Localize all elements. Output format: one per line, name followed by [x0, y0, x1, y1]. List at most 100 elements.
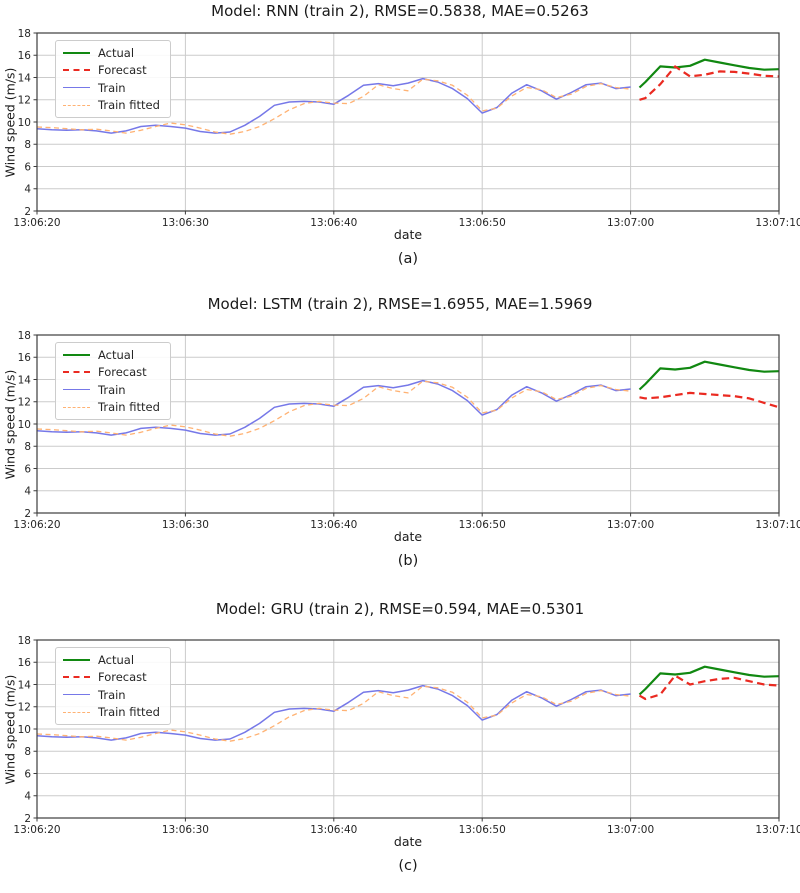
y-tick-label: 12: [18, 397, 31, 409]
plot-frame: [36, 334, 780, 514]
legend-line-sample: [63, 353, 90, 356]
legend-item-actual: Actual: [63, 652, 160, 668]
series-actual: [638, 58, 780, 89]
x-tick-label: 13:06:30: [162, 824, 209, 836]
legend-box-gru: Actual Forecast Train Train fitted: [55, 647, 171, 725]
subplot-label-b: (b): [397, 553, 419, 569]
legend-line-sample: [63, 104, 90, 106]
y-tick-label: 12: [18, 95, 31, 107]
legend-label: Forecast: [98, 365, 147, 380]
y-tick-label: 2: [24, 206, 31, 218]
x-tick-label: 13:06:20: [13, 824, 60, 836]
legend-line-sample: [63, 69, 90, 72]
y-tick-label: 4: [24, 184, 31, 196]
plot-frame: [36, 32, 780, 212]
x-tick-label: 13:07:10: [755, 824, 800, 836]
chart-title-rnn: Model: RNN (train 2), RMSE=0.5838, MAE=0…: [211, 2, 589, 20]
plot-area-2: 2 4 6 8 10 12 14 16 18 13:06:20 13:06:30 13:06:40 13…: [13, 635, 800, 836]
legend-label: Train fitted: [98, 98, 160, 113]
legend-label: Train fitted: [98, 400, 160, 415]
x-tick-label: 13:06:20: [13, 217, 60, 229]
legend-label: Forecast: [98, 63, 147, 78]
subplot-label-a: (a): [397, 251, 419, 267]
legend-item-train-fitted: Train fitted: [63, 705, 160, 721]
legend-item-forecast: Forecast: [63, 670, 160, 686]
legend-item-actual: Actual: [63, 347, 160, 363]
plot-frame: [36, 639, 780, 819]
y-tick-label: 16: [18, 352, 32, 364]
legend-label: Train: [98, 687, 126, 702]
x-axis-label-lstm: date: [393, 529, 423, 544]
x-axis-label-rnn: date: [393, 227, 423, 242]
legend-item-forecast: Forecast: [63, 365, 160, 381]
legend-line-sample: [63, 658, 90, 661]
series-actual: [638, 360, 780, 391]
plot-area-1: 2 4 6 8 10 12 14 16 18 13:06:20 13:06:30 13:06:40 13…: [13, 330, 800, 531]
legend-line-sample: [63, 406, 90, 408]
series-train: [36, 379, 631, 436]
legend-box-lstm: Actual Forecast Train Train fitted: [55, 342, 171, 420]
x-tick-label: 13:06:50: [459, 217, 506, 229]
y-tick-label: 18: [18, 28, 31, 40]
x-tick-label: 13:07:00: [607, 217, 654, 229]
series-train-fitted: [36, 380, 631, 437]
x-tick-label: 13:06:50: [459, 824, 506, 836]
y-tick-label: 12: [18, 702, 31, 714]
x-tick-label: 13:06:20: [13, 519, 60, 531]
x-tick-label: 13:07:10: [755, 217, 800, 229]
y-tick-label: 4: [24, 486, 31, 498]
y-tick-label: 2: [24, 508, 31, 520]
legend-item-train-fitted: Train fitted: [63, 400, 160, 416]
y-tick-label: 16: [18, 50, 32, 62]
legend-line-sample: [63, 87, 90, 89]
legend-item-actual: Actual: [63, 45, 160, 61]
chart-title-lstm: Model: LSTM (train 2), RMSE=1.6955, MAE=…: [207, 295, 593, 313]
legend-item-train: Train: [63, 687, 160, 703]
y-tick-label: 8: [24, 746, 31, 758]
x-tick-label: 13:07:00: [607, 519, 654, 531]
legend-line-sample: [63, 371, 90, 374]
legend-line-sample: [63, 389, 90, 391]
y-tick-label: 8: [24, 441, 31, 453]
y-tick-label: 10: [18, 724, 31, 736]
x-tick-label: 13:06:40: [310, 824, 357, 836]
series-forecast: [639, 391, 780, 409]
y-tick-label: 16: [18, 657, 32, 669]
legend-line-sample: [63, 51, 90, 54]
y-tick-label: 10: [18, 117, 31, 129]
y-tick-label: 18: [18, 635, 31, 647]
legend-label: Forecast: [98, 670, 147, 685]
legend-label: Actual: [98, 652, 135, 667]
y-tick-label: 2: [24, 813, 31, 825]
legend-line-sample: [63, 694, 90, 696]
x-tick-label: 13:06:40: [310, 217, 357, 229]
chart-title-gru: Model: GRU (train 2), RMSE=0.594, MAE=0.…: [215, 600, 585, 618]
y-axis-label-rnn: Wind speed (m/s): [2, 67, 18, 178]
legend-line-sample: [63, 711, 90, 713]
x-axis-label-gru: date: [393, 834, 423, 849]
y-tick-label: 14: [18, 679, 32, 691]
y-tick-label: 8: [24, 139, 31, 151]
x-tick-label: 13:06:40: [310, 519, 357, 531]
x-tick-label: 13:07:10: [755, 519, 800, 531]
x-tick-label: 13:07:00: [607, 824, 654, 836]
legend-line-sample: [63, 676, 90, 679]
y-tick-label: 4: [24, 791, 31, 803]
legend-label: Actual: [98, 45, 135, 60]
series-train-fitted: [36, 78, 631, 135]
series-train: [36, 684, 631, 741]
x-tick-label: 13:06:30: [162, 519, 209, 531]
x-tick-label: 13:06:30: [162, 217, 209, 229]
legend-label: Train fitted: [98, 705, 160, 720]
y-tick-label: 18: [18, 330, 31, 342]
series-forecast: [639, 65, 780, 101]
y-tick-label: 6: [24, 768, 31, 780]
y-tick-label: 14: [18, 374, 32, 386]
y-axis-label-gru: Wind speed (m/s): [2, 674, 18, 785]
legend-label: Actual: [98, 347, 135, 362]
y-tick-label: 10: [18, 419, 31, 431]
legend-item-train: Train: [63, 382, 160, 398]
plot-area-0: 2 4 6 8 10 12 14 16 18 13:06:20 13:06:30 13:06:40 13…: [13, 28, 800, 229]
y-tick-label: 14: [18, 72, 32, 84]
